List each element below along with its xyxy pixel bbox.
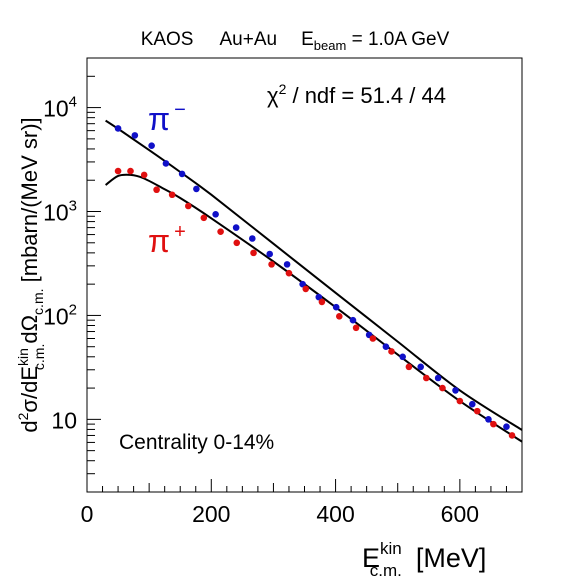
pi-plus-point: [168, 191, 176, 199]
pi-plus-point: [405, 363, 413, 371]
pi-minus-point: [485, 416, 492, 423]
y-tick-label: 10: [51, 407, 77, 433]
pi-plus-point: [268, 261, 275, 268]
pi-plus-point: [388, 348, 395, 355]
pi-minus-point: [232, 224, 240, 231]
pi-plus-point: [336, 313, 343, 320]
pi-plus-point: [369, 335, 377, 342]
y-tick-label: 103: [43, 198, 77, 226]
pi-plus-point: [233, 239, 241, 247]
pi-plus-point: [352, 324, 360, 332]
pi-plus-point: [250, 249, 257, 257]
x-tick-label: 400: [316, 501, 354, 527]
pi-plus-point: [302, 285, 310, 293]
x-tick-label: 600: [441, 501, 479, 527]
pi-minus-point: [148, 142, 155, 149]
pi-minus-point: [249, 235, 256, 242]
plot-area: 0 200 400 600 10 102 103 104: [43, 57, 523, 527]
pi-plus-point: [439, 384, 446, 392]
pi-plus-point: [473, 407, 481, 415]
pi-minus-point: [399, 353, 406, 361]
pi-plus-point: [114, 167, 122, 175]
pi-plus-point: [200, 214, 208, 222]
pi-minus-point: [212, 211, 219, 218]
chart-title: KAOS Au+Au Ebeam = 1.0A GeV: [141, 29, 450, 53]
pi-minus-point: [114, 125, 122, 132]
pi-plus-point: [508, 432, 516, 439]
pi-minus-point: [503, 423, 510, 430]
pi-plus-point: [285, 269, 293, 277]
pi-minus-point: [299, 280, 306, 288]
pi-minus-point: [283, 261, 291, 268]
pi-plus-point: [184, 202, 192, 210]
pi-minus-point: [315, 293, 323, 301]
y-axis-label: d2σ/dEkinc.m.dΩc.m. [mbarn/(MeV sr)]: [15, 117, 47, 432]
pi-minus-point: [434, 374, 442, 382]
pi-minus-point: [417, 363, 425, 371]
pi-minus-point: [332, 303, 340, 311]
pi-plus-point: [153, 186, 160, 194]
pi-minus-point: [452, 387, 459, 394]
x-tick-label: 200: [192, 501, 230, 527]
pi-plus-point: [217, 228, 224, 235]
pi-minus-point: [162, 160, 170, 167]
pi-minus-point: [266, 250, 274, 258]
pi-minus-point: [131, 132, 139, 139]
y-tick-label: 104: [43, 94, 77, 122]
pi-minus-label: π −: [148, 99, 186, 137]
pi-minus-point: [178, 170, 186, 178]
pi-plus-point: [318, 298, 326, 306]
pi-minus-point: [193, 185, 200, 193]
pi-plus-point: [423, 374, 430, 382]
chi2-annotation: χ2 / ndf = 51.4 / 44: [267, 81, 446, 108]
pi-minus-point: [468, 400, 476, 408]
x-tick-label: 0: [81, 501, 94, 527]
pi-plus-point: [456, 397, 464, 405]
y-tick-label: 102: [43, 301, 77, 329]
pi-plus-label: π +: [148, 221, 186, 259]
pi-minus-point: [349, 316, 357, 324]
pi-plus-point: [490, 420, 497, 428]
pi-minus-point: [382, 343, 390, 351]
x-axis-label: Ekin c.m. [MeV]: [362, 539, 486, 578]
centrality-annotation: Centrality 0-14%: [119, 431, 274, 454]
pi-plus-point: [140, 171, 148, 179]
fit-curve: [105, 119, 523, 431]
pi-plus-point: [127, 167, 134, 175]
